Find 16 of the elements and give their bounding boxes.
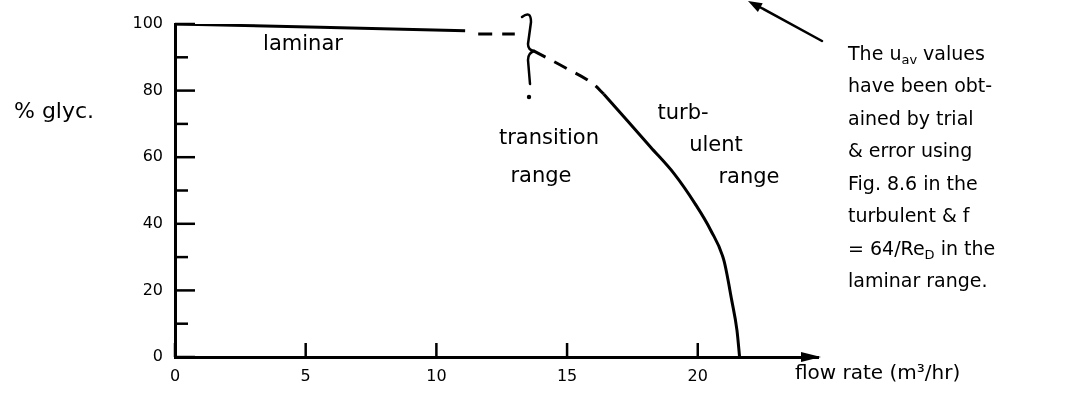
annotation: laminar: [263, 31, 344, 56]
x-axis-title: flow rate (m³/hr): [795, 360, 961, 385]
annotation: turb- ulent range: [657, 100, 780, 189]
y-axis-title: % glyc.: [14, 97, 95, 123]
y-tick-label: 20: [142, 279, 163, 299]
y-tick-label: 40: [142, 212, 163, 232]
annotation: transition range: [498, 125, 600, 188]
y-tick-label: 60: [142, 146, 163, 166]
x-tick-label: 0: [169, 365, 181, 385]
x-tick-label: 5: [300, 365, 311, 385]
y-tick-label: 0: [152, 346, 163, 366]
y-tick-label: 100: [132, 13, 163, 33]
x-tick-label: 20: [687, 365, 708, 385]
x-tick-label: 10: [426, 365, 447, 385]
x-tick-label: 15: [556, 365, 578, 385]
y-tick-label: 80: [142, 79, 163, 99]
